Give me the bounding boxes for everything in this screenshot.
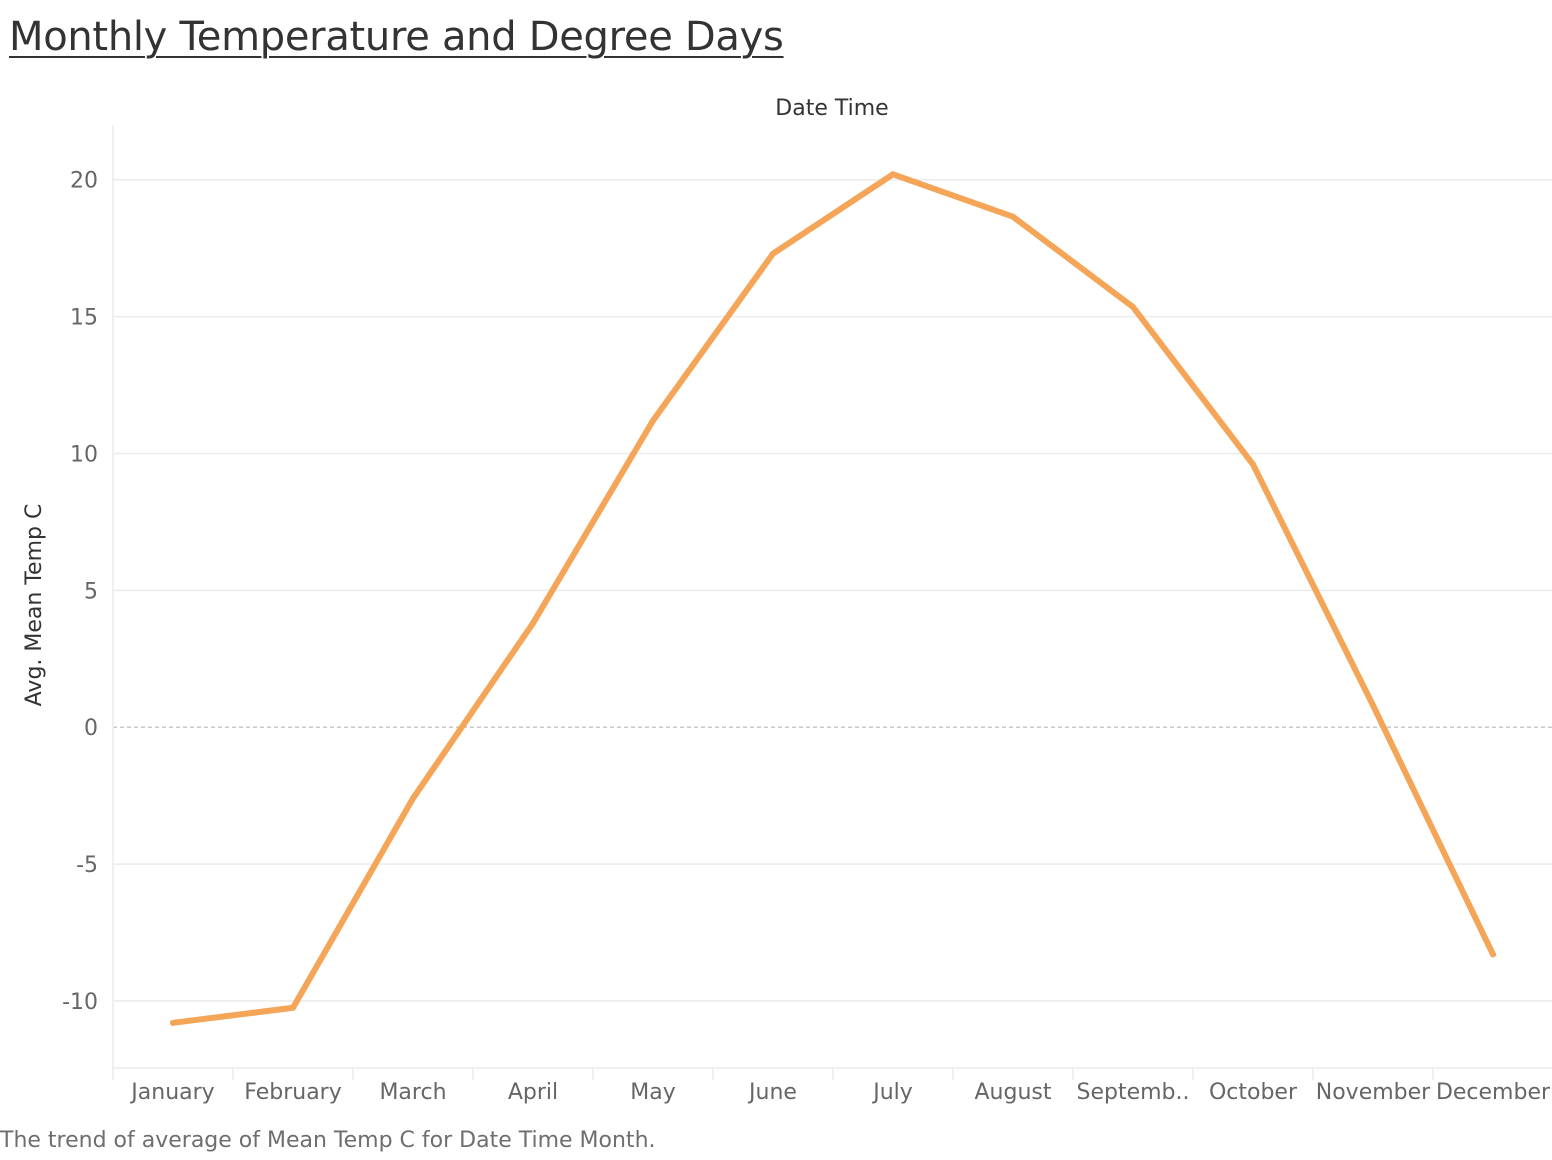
y-tick-label: 5	[84, 579, 98, 604]
y-axis-title: Avg. Mean Temp C	[22, 504, 47, 707]
data-point[interactable]	[410, 795, 416, 802]
data-point[interactable]	[530, 620, 536, 627]
y-tick-label: -5	[76, 853, 98, 878]
x-tick-label: June	[747, 1080, 797, 1105]
data-point[interactable]	[650, 417, 656, 424]
axes	[112, 125, 1552, 1080]
y-tick-label: 0	[84, 716, 98, 741]
data-point[interactable]	[170, 1019, 176, 1026]
x-tick-label: August	[975, 1080, 1052, 1105]
y-tick-label: -10	[62, 990, 98, 1015]
x-tick-label: January	[129, 1080, 214, 1105]
series-line[interactable]	[170, 171, 1496, 1026]
x-tick-label: December	[1436, 1080, 1551, 1105]
data-point[interactable]	[1250, 461, 1256, 468]
x-tick-label: Septemb..	[1076, 1080, 1189, 1105]
y-tick-label: 10	[70, 442, 98, 467]
y-tick-label: 15	[70, 306, 98, 331]
data-point[interactable]	[1490, 951, 1496, 958]
chart-title: Monthly Temperature and Degree Days	[9, 14, 784, 60]
x-tick-label: April	[508, 1080, 558, 1105]
series-layer	[170, 171, 1496, 1026]
data-point[interactable]	[1010, 213, 1016, 220]
labels: -10 -5 0 5 10 15 20 January February March April Ma…	[22, 96, 1551, 1105]
data-point[interactable]	[1370, 702, 1376, 709]
x-tick-label: May	[630, 1080, 675, 1105]
x-tick-label: February	[244, 1080, 342, 1105]
x-axis-title: Date Time	[775, 96, 888, 121]
chart-caption: The trend of average of Mean Temp C for …	[0, 1128, 656, 1153]
data-point[interactable]	[1130, 304, 1136, 311]
data-point[interactable]	[770, 250, 776, 257]
gridlines	[113, 178, 1552, 1002]
data-point[interactable]	[290, 1004, 296, 1011]
x-tick-label: July	[871, 1080, 913, 1105]
x-tick-label: March	[379, 1080, 446, 1105]
y-tick-label: 20	[70, 169, 98, 194]
data-point[interactable]	[890, 171, 896, 178]
x-tick-label: November	[1316, 1080, 1431, 1105]
x-tick-label: October	[1209, 1080, 1298, 1105]
